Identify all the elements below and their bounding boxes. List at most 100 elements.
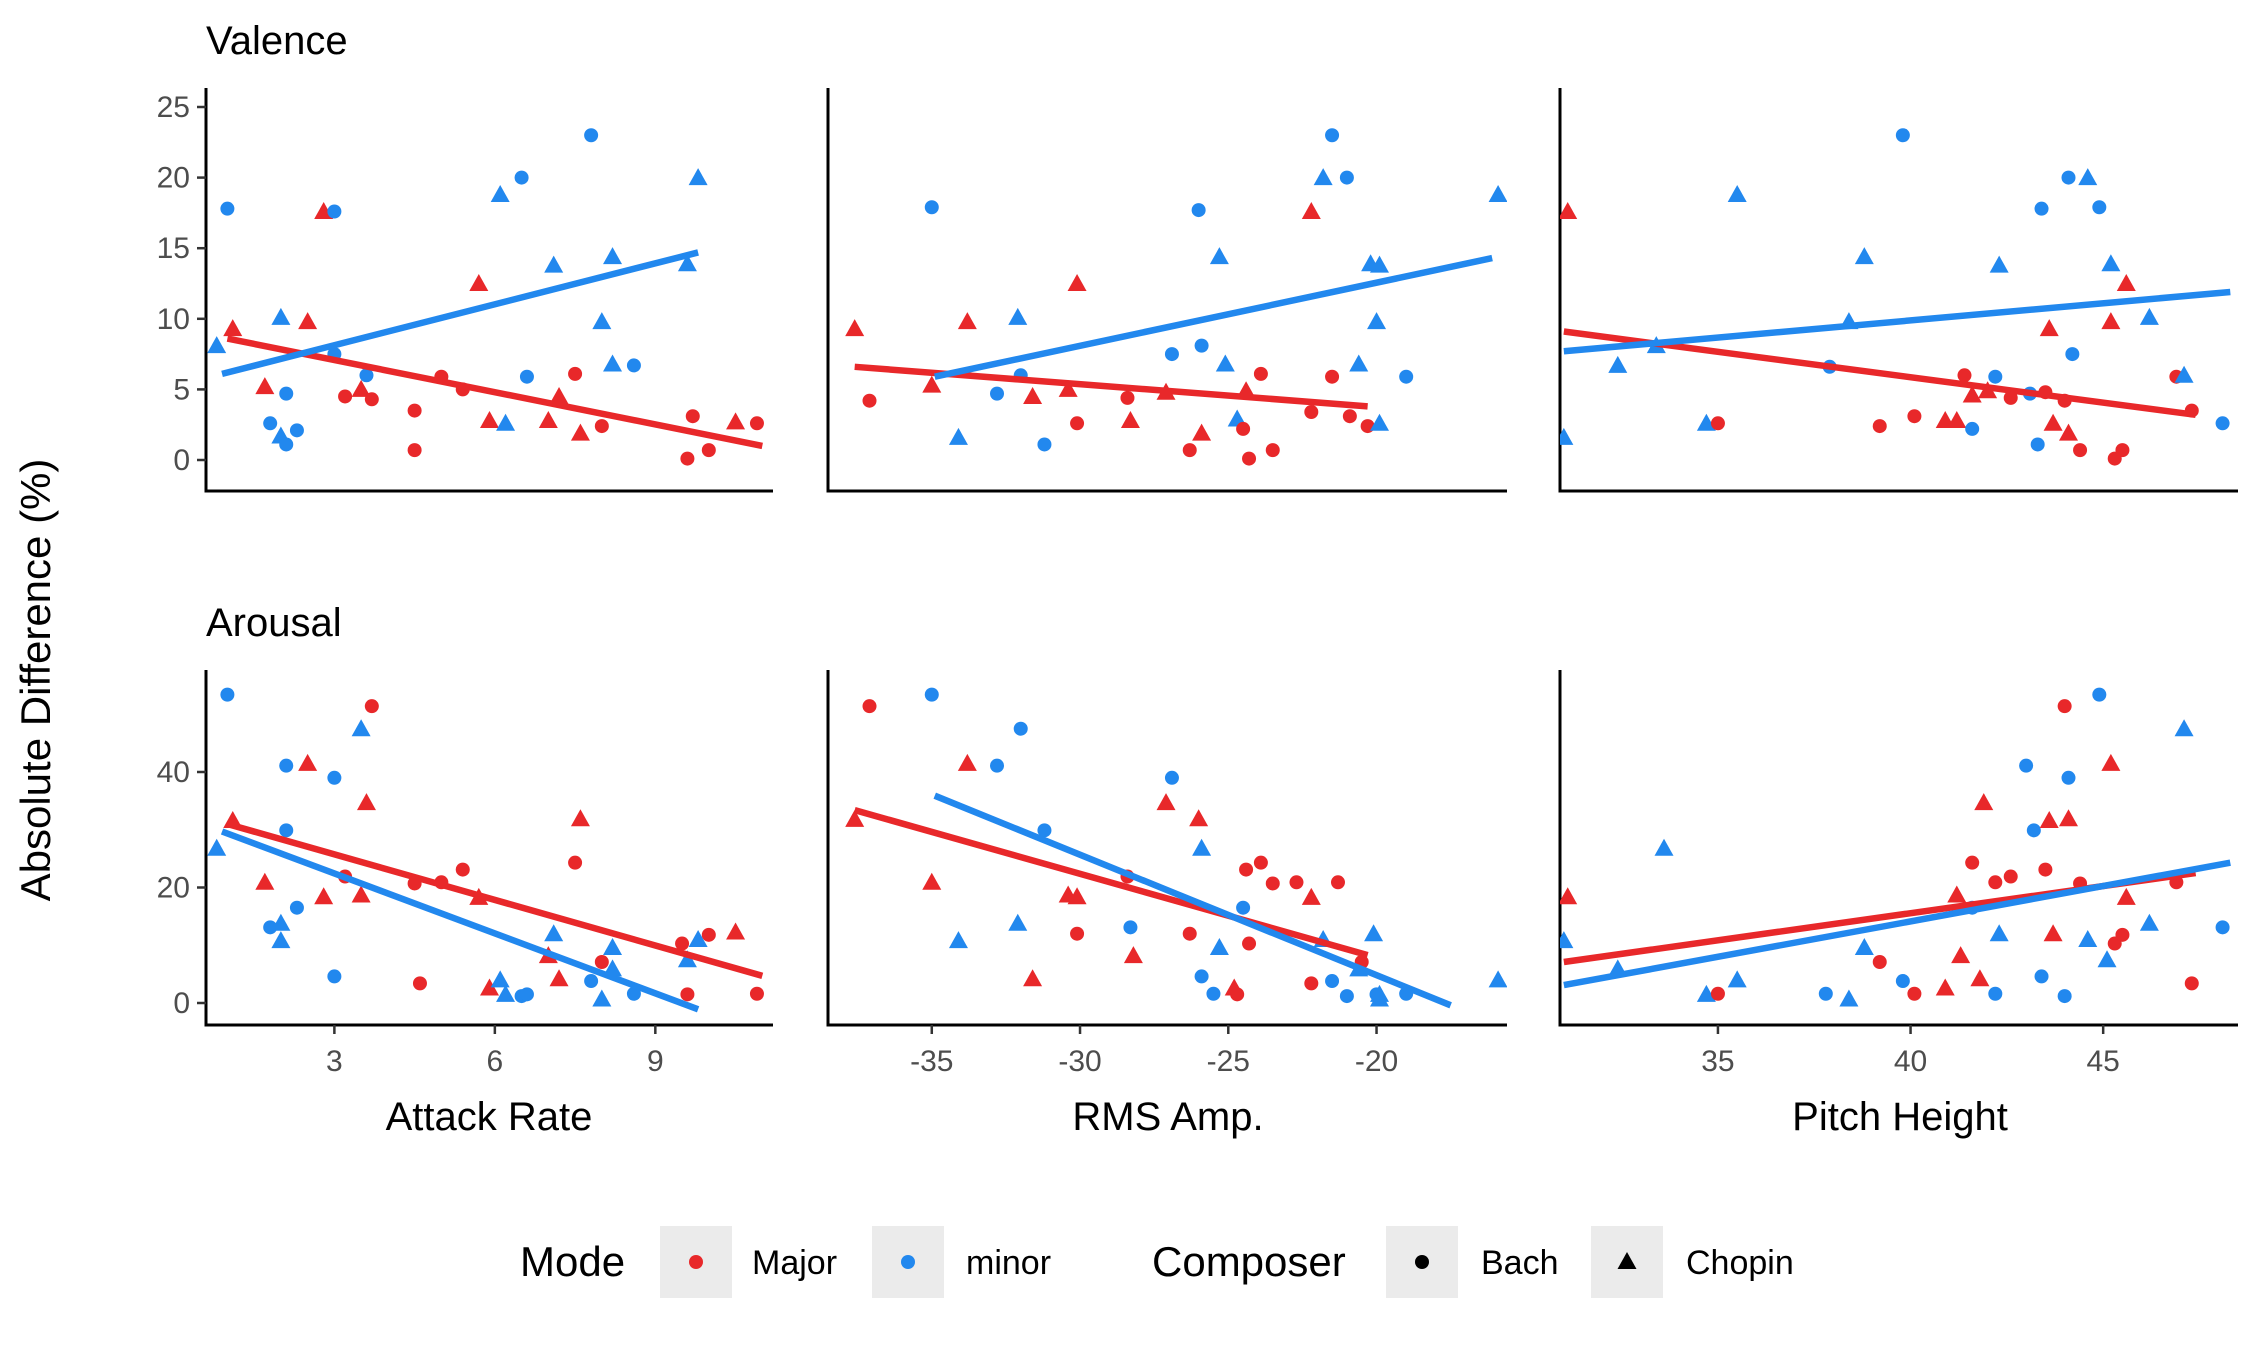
data-point-major-bach [2003,390,2018,405]
y-tick-label: 10 [157,303,190,336]
data-point-major-bach [1289,875,1304,890]
data-point-minor-chopin [1209,247,1229,265]
data-point-minor-bach [220,687,235,702]
data-point-minor-bach [2215,920,2230,935]
data-point-major-bach [1304,404,1319,419]
data-point-major-bach [1265,443,1280,458]
data-point-minor-chopin [2174,365,2194,383]
data-point-minor-chopin [677,254,697,272]
data-point-major-chopin [845,319,865,337]
data-point-major-bach [407,403,422,418]
data-point-major-bach [2115,927,2130,942]
data-point-major-chopin [2043,924,2063,942]
legend-label-major: Major [752,1244,837,1282]
data-point-major-bach [1242,451,1257,466]
data-point-minor-bach [2019,758,2034,773]
data-point-major-chopin [2059,809,2078,827]
data-point-minor-bach [1325,974,1340,989]
data-point-minor-bach [279,437,294,452]
data-point-minor-chopin [544,924,564,942]
data-point-minor-chopin [2078,929,2098,947]
data-point-major-bach [1070,416,1085,431]
data-point-minor-chopin [490,970,510,988]
data-point-minor-chopin [1727,970,1747,988]
data-point-minor-chopin [603,354,623,372]
data-point-minor-chopin [207,838,227,856]
panel-fit-lines [220,820,764,1013]
legend-title-mode: Mode [520,1238,625,1285]
data-point-major-bach [685,409,700,424]
data-point-major-chopin [922,375,942,393]
data-point-major-chopin [2059,423,2078,441]
data-point-minor-bach [1965,421,1980,436]
data-point-major-bach [675,936,690,951]
data-point-minor-chopin [490,185,510,203]
legend-key-major-dot [689,1255,703,1269]
data-point-minor-chopin [948,931,968,949]
data-point-major-chopin [1058,379,1078,397]
data-point-major-chopin [298,312,318,330]
data-point-major-chopin [1156,793,1176,811]
data-point-minor-chopin [1370,984,1390,1002]
data-point-minor-bach [2034,201,2049,216]
data-point-major-bach [1304,976,1319,991]
data-point-major-bach [701,443,716,458]
data-point-major-bach [1988,875,2003,890]
data-point-major-chopin [1974,793,1994,811]
data-point-major-bach [1360,419,1375,434]
x-axis-title-pitch-height: Pitch Height [1792,1095,2008,1139]
data-point-major-bach [1872,954,1887,969]
x-tick-label: 6 [487,1045,504,1078]
data-point-minor-bach [626,986,641,1001]
data-point-minor-bach [1339,170,1354,185]
data-point-major-chopin [957,312,977,330]
data-point-minor-chopin [271,931,291,949]
data-point-major-chopin [314,887,334,905]
data-point-minor-chopin [1727,185,1747,203]
panel-fit-lines [1563,859,2231,989]
data-point-minor-chopin [603,247,623,265]
data-point-major-bach [2038,862,2053,877]
data-point-minor-chopin [1608,355,1628,373]
data-point-major-bach [1330,875,1345,890]
data-point-major-chopin [2116,274,2136,291]
data-point-minor-bach [584,128,599,143]
data-point-major-bach [1236,421,1251,436]
data-point-minor-chopin [1854,247,1874,265]
data-point-minor-bach [514,170,529,185]
data-point-minor-bach [327,770,342,785]
data-point-major-bach [338,389,353,404]
data-point-major-bach [680,451,695,466]
data-point-major-chopin [1067,887,1087,905]
data-point-major-bach [749,986,764,1001]
data-point-minor-bach [289,900,304,915]
data-point-major-chopin [356,793,376,811]
data-point-major-chopin [351,379,371,397]
data-point-major-bach [1253,855,1268,870]
panel-points [207,128,764,466]
data-point-minor-bach [1339,989,1354,1004]
data-point-minor-chopin [544,255,564,273]
data-point-major-bach [680,987,695,1002]
data-point-minor-bach [924,687,939,702]
data-point-minor-chopin [1654,838,1674,856]
fit-line-major [226,335,763,450]
fit-line-minor [1563,859,2231,989]
data-point-major-bach [1342,409,1357,424]
data-point-minor-chopin [1696,413,1716,431]
data-point-minor-bach [279,758,294,773]
data-point-minor-bach [924,200,939,215]
data-point-major-chopin [2043,413,2063,431]
data-point-minor-chopin [592,989,612,1007]
panel-arousal-attack-rate: 0 20 40 3 6 9 [157,670,773,1078]
data-point-minor-chopin [1215,354,1235,372]
data-point-major-chopin [1951,946,1971,964]
data-point-major-chopin [538,410,558,428]
y-tick-label: 20 [157,162,190,195]
data-point-major-chopin [570,809,590,827]
data-point-minor-chopin [677,950,697,968]
data-point-minor-chopin [496,984,516,1002]
panel-valence-attack-rate: 0 5 10 15 20 25 [157,88,773,493]
legend-key-bach-dot [1415,1255,1429,1269]
data-point-minor-chopin [1696,984,1716,1002]
